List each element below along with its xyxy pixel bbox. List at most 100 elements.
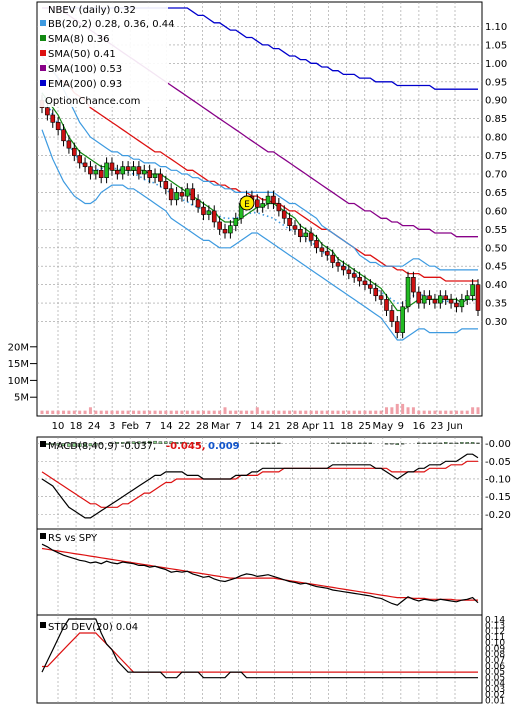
candle-body [131, 166, 136, 171]
macd-histogram-bar [153, 440, 157, 444]
date-tick-label: Mar [211, 421, 231, 432]
volume-bar [363, 410, 367, 414]
volume-bar [347, 410, 351, 414]
volume-bar [239, 410, 243, 414]
macd-tick-label: -0.15 [485, 492, 511, 503]
volume-tick-label: 10M [8, 376, 29, 387]
macd-histogram-bar [142, 441, 146, 444]
candle-body [427, 295, 432, 300]
candle-body [125, 166, 131, 171]
candle-body [61, 129, 66, 142]
macd-hist-label: 0.009 [208, 441, 240, 452]
macd-histogram-bar [61, 443, 66, 447]
candle-body [141, 170, 147, 175]
price-tick-label: 0.50 [485, 243, 507, 254]
volume-bar [175, 410, 179, 414]
legend-box [38, 3, 168, 107]
stddev-tick-label: 0.03 [485, 685, 505, 695]
legend-swatch [40, 50, 46, 56]
date-tick-label: 14 [250, 421, 263, 432]
price-tick-label: 0.95 [485, 77, 507, 88]
price-tick-label: 0.65 [485, 188, 507, 199]
candle-body [351, 273, 357, 278]
date-tick-label: 28 [196, 421, 209, 432]
candle-body [330, 254, 335, 263]
candle-body [190, 188, 196, 201]
candle-body [464, 295, 470, 300]
volume-bar [390, 407, 394, 414]
price-tick-label: 0.30 [485, 317, 507, 328]
stddev-tick-label: 0.06 [485, 662, 505, 672]
volume-bar [228, 410, 232, 414]
date-tick-label: Jun [446, 421, 463, 432]
event-marker-circle [239, 195, 255, 211]
sma50-line [41, 55, 478, 282]
volume-bar [148, 410, 152, 414]
volume-bar [428, 410, 432, 414]
date-tick-label: 25 [358, 421, 371, 432]
date-tick-label: 28 [286, 421, 299, 432]
date-tick-label: 3 [109, 421, 115, 432]
candle-body [341, 265, 346, 271]
volume-bar [201, 410, 205, 414]
macd-histogram-bar [427, 442, 432, 444]
candle-body [362, 280, 368, 285]
volume-bar [218, 410, 222, 414]
candle-body [281, 210, 287, 219]
volume-bar [142, 410, 146, 414]
macd-histogram-bar [56, 443, 60, 446]
candle-body [335, 262, 341, 267]
stddev-tick-label: 0.05 [485, 673, 505, 683]
volume-bar [105, 410, 109, 414]
volume-bar [271, 410, 275, 414]
candle-body [276, 203, 282, 212]
volume-bar [250, 410, 254, 414]
volume-bar [288, 410, 292, 414]
date-tick-label: 18 [70, 421, 83, 432]
date-tick-label: 11 [322, 421, 335, 432]
stddev-tick-label: 0.02 [485, 691, 505, 701]
volume-bar [395, 403, 399, 414]
volume-bar [374, 410, 378, 414]
candle-body [265, 195, 271, 204]
candle-body [303, 232, 309, 238]
candle-body [373, 288, 379, 297]
volume-bar [460, 410, 464, 414]
macd-signal-label: -0.045, [166, 441, 206, 452]
macd-tick-label: -0.00 [485, 439, 511, 450]
candle-body [136, 166, 142, 175]
volume-bar [88, 407, 92, 414]
candle-body [98, 170, 104, 178]
volume-bar [245, 410, 249, 414]
candle-body [147, 170, 152, 178]
volume-bar [207, 410, 211, 414]
chart-title: NBEV (daily) 0.32 [48, 5, 136, 16]
volume-bar [51, 410, 55, 414]
volume-bar [158, 410, 162, 414]
macd-label: MACD(8,40,9) -0.037, [48, 441, 156, 452]
date-tick-label: 7 [145, 421, 151, 432]
date-tick-label: May [372, 421, 393, 432]
macd-histogram-bar [180, 442, 184, 444]
stddev-tick-label: 0.04 [485, 679, 505, 689]
volume-bar [438, 410, 442, 414]
volume-bar [449, 410, 453, 414]
macd-line [41, 453, 479, 519]
volume-bar [72, 410, 76, 414]
volume-tick-label: 5M [14, 393, 29, 404]
macd-histogram-bar [347, 442, 351, 444]
volume-bars [40, 403, 480, 414]
volume-bar [121, 410, 125, 414]
legend-label: SMA(50) 0.41 [48, 49, 116, 60]
macd-histogram-bar [164, 441, 168, 444]
macd-histogram-bar [454, 442, 459, 444]
volume-bar [191, 410, 195, 414]
candle-body [201, 206, 206, 215]
candle-body [195, 199, 201, 208]
price-tick-label: 0.35 [485, 299, 507, 310]
volume-bar [325, 410, 329, 414]
date-tick-label: 9 [398, 421, 404, 432]
macd-histogram-bar [234, 442, 238, 444]
volume-bar [406, 407, 410, 414]
